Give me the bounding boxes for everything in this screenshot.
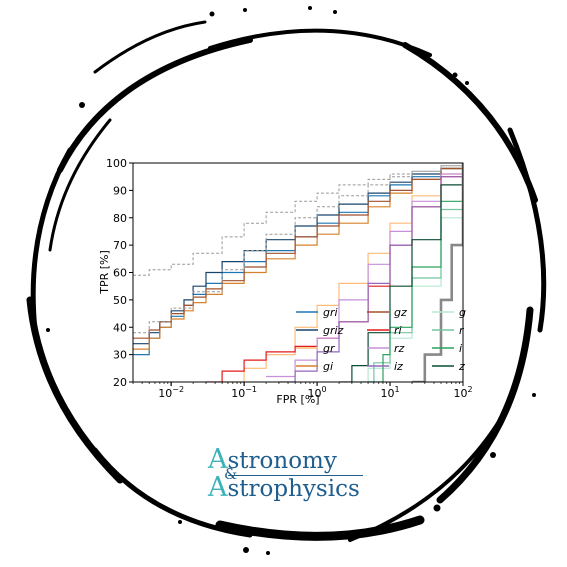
legend-label-z: z (458, 360, 465, 373)
frame-dot (452, 72, 458, 78)
logo-initial: A (208, 444, 228, 475)
frame-dot (465, 81, 469, 85)
x-tick-label: 102 (453, 385, 472, 400)
frame-dot (243, 547, 249, 553)
journal-logo: Astronomy & Astrophysics (208, 446, 368, 506)
y-tick-label: 60 (113, 267, 127, 280)
legend-label-gr: gr (323, 342, 336, 355)
frame-stroke (507, 127, 547, 333)
series-line-z (339, 163, 463, 382)
y-tick-label: 80 (113, 212, 127, 225)
y-axis: 20 30 40 50 60 70 80 90 100 (106, 157, 133, 389)
frame-stroke (436, 306, 534, 504)
series-line-g (351, 163, 463, 382)
frame-dot (490, 452, 496, 458)
random-diagonal-curve (412, 163, 463, 382)
series-layer (133, 163, 463, 382)
y-tick-label: 30 (113, 349, 127, 362)
legend-label-ri: ri (394, 324, 402, 337)
frame-dot (79, 102, 85, 108)
legend-label-i: i (459, 342, 462, 355)
plot-background (133, 163, 463, 382)
frame-stroke (215, 515, 425, 541)
x-axis: 10−2 10−1 100 101 102 (132, 382, 473, 400)
logo-line-astronomy: Astronomy (208, 446, 337, 474)
frame-stroke (93, 20, 207, 74)
frame-dot (266, 551, 270, 555)
frame-dot (209, 11, 215, 17)
series-line-i (368, 163, 463, 382)
x-tick-label: 10−1 (231, 385, 257, 400)
series-line-gr (222, 163, 463, 382)
frame-dot (46, 328, 50, 332)
frame-dot (433, 504, 441, 512)
logo-initial: A (208, 472, 228, 503)
logo-word: strophysics (227, 476, 360, 502)
logo-line-astrophysics: Astrophysics (208, 474, 360, 502)
frame-dot (532, 393, 536, 397)
y-tick-label: 90 (113, 184, 127, 197)
x-tick-label: 101 (380, 385, 399, 400)
y-axis-label: TPR [%] (98, 250, 111, 295)
reference-curve-12 (133, 163, 463, 276)
legend-label-gz: gz (394, 306, 407, 319)
y-tick-label: 70 (113, 239, 127, 252)
reference-curve-13 (133, 163, 463, 334)
frame-dot (308, 6, 312, 10)
frame-stroke (57, 37, 253, 173)
series-line-r (361, 163, 463, 382)
logo-divider (228, 475, 363, 476)
logo-word: stronomy (227, 448, 337, 474)
legend-label-iz: iz (394, 360, 403, 373)
y-tick-label: 40 (113, 321, 127, 334)
y-tick-label: 50 (113, 294, 127, 307)
x-tick-label: 100 (308, 385, 327, 400)
legend-label-g: g (459, 306, 466, 319)
legend-label-gri: gri (323, 306, 338, 319)
frame-dot (333, 10, 337, 14)
y-tick-label: 100 (106, 157, 127, 170)
frame-dot (243, 8, 247, 12)
legend-label-gi: gi (323, 360, 333, 373)
y-tick-label: 20 (113, 376, 127, 389)
frame-stroke (30, 147, 73, 333)
series-line-gz (133, 163, 463, 339)
x-tick-label: 10−2 (158, 385, 184, 400)
legend-label-griz: griz (323, 324, 344, 337)
x-axis-label: FPR [%] (276, 393, 319, 406)
legend-label-r: r (459, 324, 465, 337)
logo-ampersand: & (224, 465, 238, 483)
frame-dot (178, 520, 182, 524)
legend-label-rz: rz (394, 342, 405, 355)
frame-stroke (48, 118, 112, 252)
